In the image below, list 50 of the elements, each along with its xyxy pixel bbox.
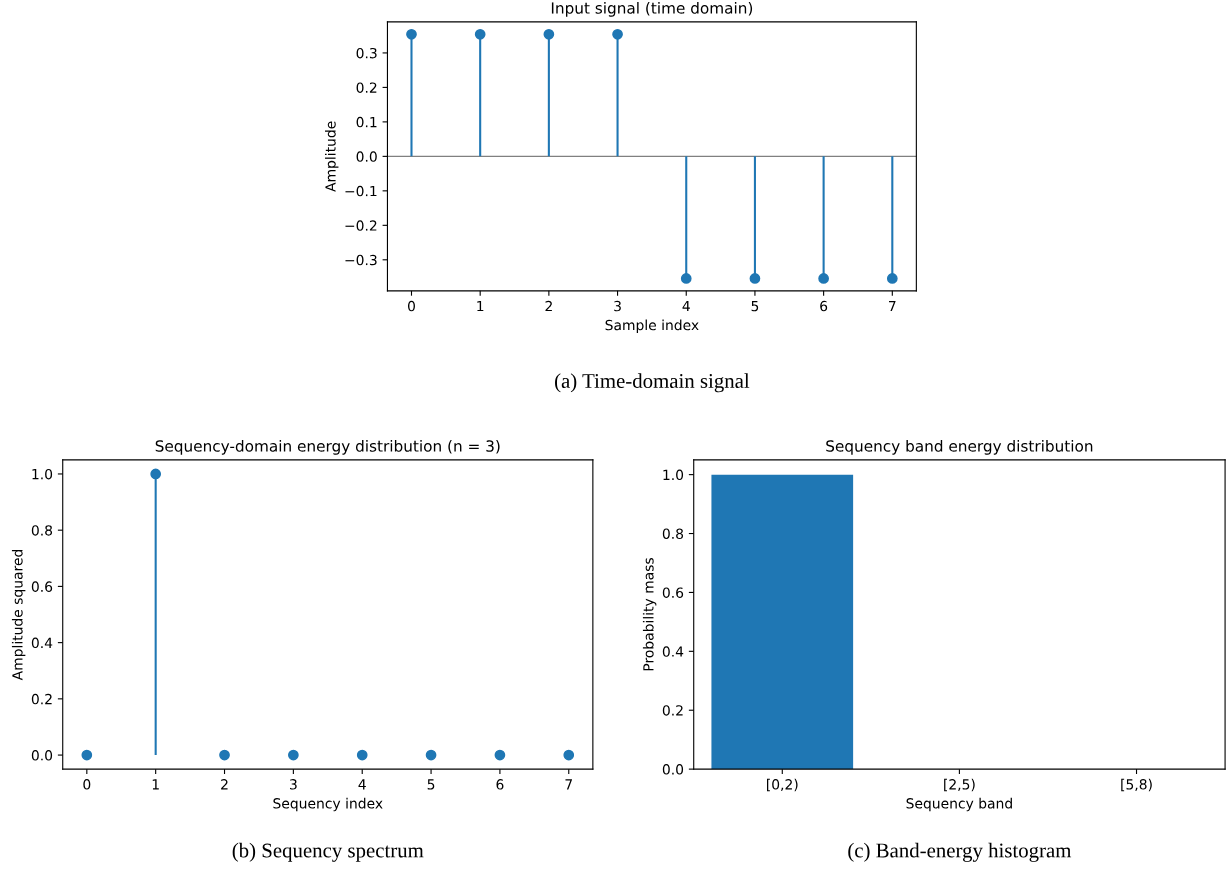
x-tick-label: 6 [496, 779, 504, 790]
x-tick-label: [2,5) [944, 778, 975, 792]
y-tick-label: 1.0 [32, 468, 53, 480]
x-tick-label: 2 [545, 300, 552, 312]
y-tick-label: −0.1 [345, 185, 377, 197]
chart-title: Sequency-domain energy distribution (n = 3) [155, 439, 500, 455]
x-tick-label: 2 [221, 779, 228, 790]
x-tick-label: 0 [83, 779, 91, 790]
text: (b) Sequency spectrum [232, 842, 424, 862]
y-tick-label: 0.4 [662, 646, 684, 657]
y-tick-label: 0.8 [31, 525, 53, 536]
text: (a) Time-domain signal [555, 373, 750, 393]
x-tick-label: 4 [358, 779, 366, 790]
x-tick-label: 7 [565, 779, 572, 790]
x-axis-title: Sequency index [273, 797, 383, 812]
y-tick-label: 0.0 [356, 151, 377, 162]
x-tick-label: 1 [152, 779, 159, 790]
chart-title: Input signal (time domain) [551, 1, 753, 17]
y-tick-label: −0.3 [345, 254, 377, 266]
x-tick-label: 7 [889, 300, 896, 312]
x-axis-title: Sample index [605, 319, 699, 333]
y-axis-title: Probability mass [642, 558, 657, 671]
y-tick-label: 0.4 [31, 637, 53, 649]
x-tick-label: 3 [290, 779, 297, 790]
x-tick-label: 6 [820, 300, 828, 312]
y-tick-label: 0.8 [662, 528, 684, 539]
x-tick-label: 4 [682, 300, 690, 312]
y-tick-label: −0.2 [345, 220, 377, 231]
x-tick-label: 1 [477, 300, 484, 312]
y-tick-label: 0.2 [356, 82, 377, 93]
y-tick-label: 0.0 [31, 750, 53, 761]
y-axis-title: Amplitude squared [11, 549, 26, 681]
y-tick-label: 0.6 [662, 587, 684, 598]
y-tick-label: 0.2 [31, 693, 52, 705]
x-tick-label: 5 [427, 779, 435, 790]
text: (c) Band-energy histogram [848, 842, 1072, 862]
y-axis-title: Amplitude [325, 121, 339, 192]
x-tick-label: [0,2) [767, 778, 798, 792]
y-tick-label: 0.2 [662, 705, 683, 716]
y-tick-label: 0.0 [662, 764, 684, 775]
chart-title: Sequency band energy distribution [826, 439, 1093, 455]
x-tick-label: [5,8) [1121, 778, 1152, 792]
x-axis-title: Sequency band [906, 797, 1012, 812]
x-tick-label: 0 [407, 300, 415, 312]
y-tick-label: 0.6 [31, 581, 53, 592]
y-tick-label: 0.1 [356, 116, 377, 128]
y-tick-label: 0.3 [356, 47, 377, 59]
x-tick-label: 3 [614, 300, 621, 312]
y-tick-label: 1.0 [663, 469, 684, 481]
x-tick-label: 5 [751, 300, 759, 312]
